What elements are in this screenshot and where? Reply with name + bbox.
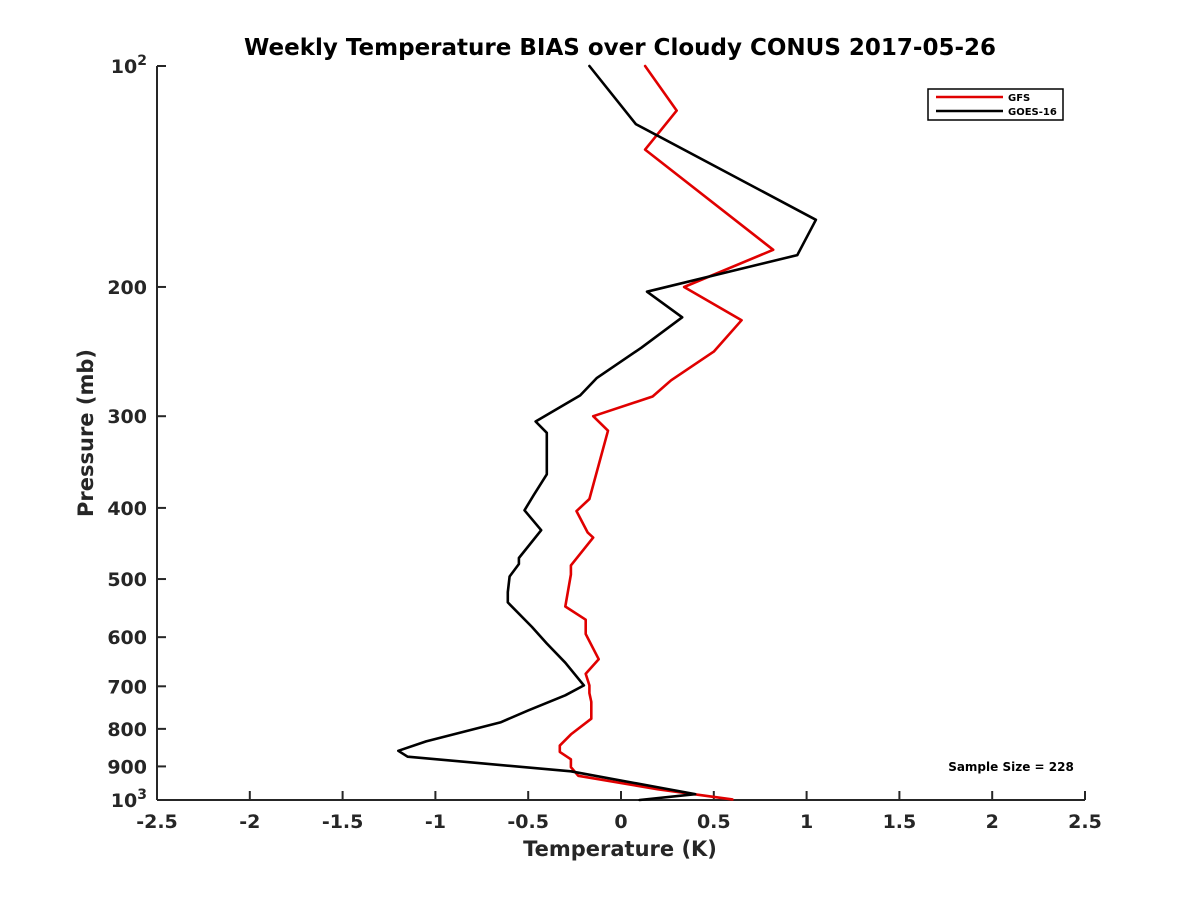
legend: GFS GOES-16 [927, 88, 1064, 121]
x-tick-label: 1 [800, 811, 813, 833]
legend-label: GFS [1008, 93, 1030, 104]
y-tick-label: 300 [107, 406, 147, 428]
series-line-gfs [558, 64, 775, 801]
x-tick-label: -1.5 [322, 811, 364, 833]
y-tick-label: 800 [107, 719, 147, 741]
y-tick-label: 900 [107, 756, 147, 778]
x-tick-label: 0.5 [697, 811, 731, 833]
sample-size-annotation: Sample Size = 228 [948, 760, 1074, 774]
plot-axes [156, 66, 1085, 801]
y-axis-ticks: 102 200 300 400 500 600 700 800 900 103 [107, 53, 166, 812]
x-axis-label: Temperature (K) [523, 837, 717, 861]
legend-box [927, 88, 1064, 121]
y-tick-label: 200 [107, 277, 147, 299]
x-tick-label: -2 [239, 811, 260, 833]
x-tick-label: 2.5 [1068, 811, 1102, 833]
x-tick-label: 0 [614, 811, 627, 833]
chart-title: Weekly Temperature BIAS over Cloudy CONU… [244, 35, 996, 61]
y-tick-label: 400 [107, 498, 147, 520]
x-tick-label: 1.5 [883, 811, 917, 833]
x-tick-label: -1 [425, 811, 446, 833]
y-tick-label: 700 [107, 676, 147, 698]
y-tick-label: 500 [107, 569, 147, 591]
series-line-goes-16 [396, 64, 818, 802]
y-tick-label: 103 [111, 787, 147, 812]
x-tick-label: -2.5 [136, 811, 178, 833]
x-tick-label: -0.5 [507, 811, 549, 833]
x-axis-ticks: -2.5 -2 -1.5 -1 -0.5 0 0.5 1 1.5 2 2.5 [136, 791, 1102, 833]
x-tick-label: 2 [986, 811, 999, 833]
y-tick-label: 102 [111, 53, 147, 78]
legend-label: GOES-16 [1008, 107, 1057, 118]
y-axis-label: Pressure (mb) [74, 349, 98, 517]
y-tick-label: 600 [107, 627, 147, 649]
plot-series [396, 64, 818, 802]
